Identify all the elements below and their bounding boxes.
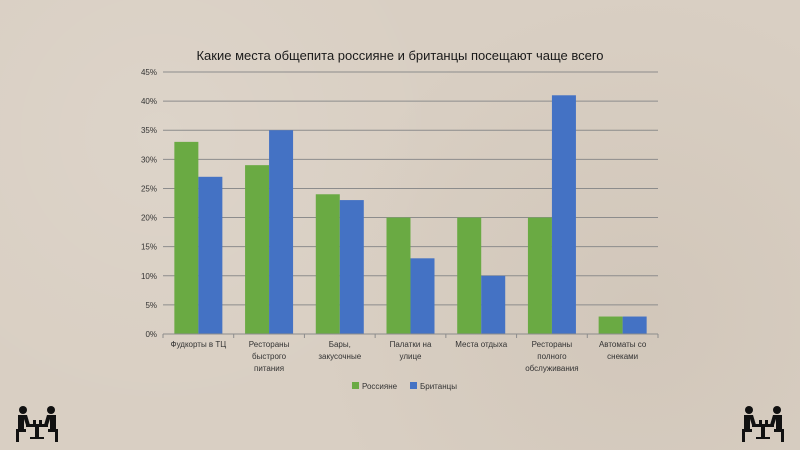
bar-series-2 xyxy=(622,316,647,334)
legend: Россияне Британцы xyxy=(352,382,457,391)
y-tick-label: 40% xyxy=(141,97,157,106)
legend-swatch xyxy=(410,382,417,389)
bar-series-1 xyxy=(527,217,552,334)
y-tick-label: 5% xyxy=(145,301,157,310)
x-category-label: Автоматы со снеками xyxy=(599,340,647,361)
x-category-label: Фудкорты в ТЦ xyxy=(170,340,226,349)
y-tick-label: 30% xyxy=(141,155,157,164)
bar-series-1 xyxy=(386,217,411,334)
y-tick-label: 35% xyxy=(141,126,157,135)
legend-label: Британцы xyxy=(420,382,457,391)
bar-series-2 xyxy=(339,200,364,334)
bar-series-2 xyxy=(198,176,223,334)
bars xyxy=(174,95,647,335)
axes: 0% 5% 10% 15% 20% 25% 30% 35% 40% 45% Фудкорты в Т… xyxy=(141,68,659,373)
bar-series-1 xyxy=(315,194,340,334)
people-at-table-icon xyxy=(14,404,60,444)
y-tick-label: 0% xyxy=(145,330,157,339)
x-category-label: Места отдыха xyxy=(455,340,507,349)
chart-title: Какие места общепита россияне и британцы… xyxy=(196,48,603,63)
bar-series-2 xyxy=(551,95,576,335)
bar-series-1 xyxy=(598,316,623,334)
y-tick-label: 20% xyxy=(141,214,157,223)
y-tick-label: 10% xyxy=(141,272,157,281)
y-tick-label: 25% xyxy=(141,184,157,193)
people-at-table-icon xyxy=(740,404,786,444)
bar-series-2 xyxy=(269,130,294,334)
x-category-label: Рестораны полного обслуживания xyxy=(525,340,578,373)
legend-label: Россияне xyxy=(362,382,398,391)
legend-swatch xyxy=(352,382,359,389)
bar-series-1 xyxy=(457,217,482,334)
x-category-label: Рестораны быстрого питания xyxy=(249,340,290,373)
x-category-label: Палатки на улице xyxy=(390,340,432,361)
bar-series-1 xyxy=(174,141,199,334)
bar-series-2 xyxy=(481,275,506,334)
y-tick-label: 45% xyxy=(141,68,157,77)
bar-series-2 xyxy=(410,258,435,334)
bar-series-1 xyxy=(245,165,270,334)
x-category-label: Бары, закусочные xyxy=(318,340,361,361)
y-tick-label: 15% xyxy=(141,243,157,252)
